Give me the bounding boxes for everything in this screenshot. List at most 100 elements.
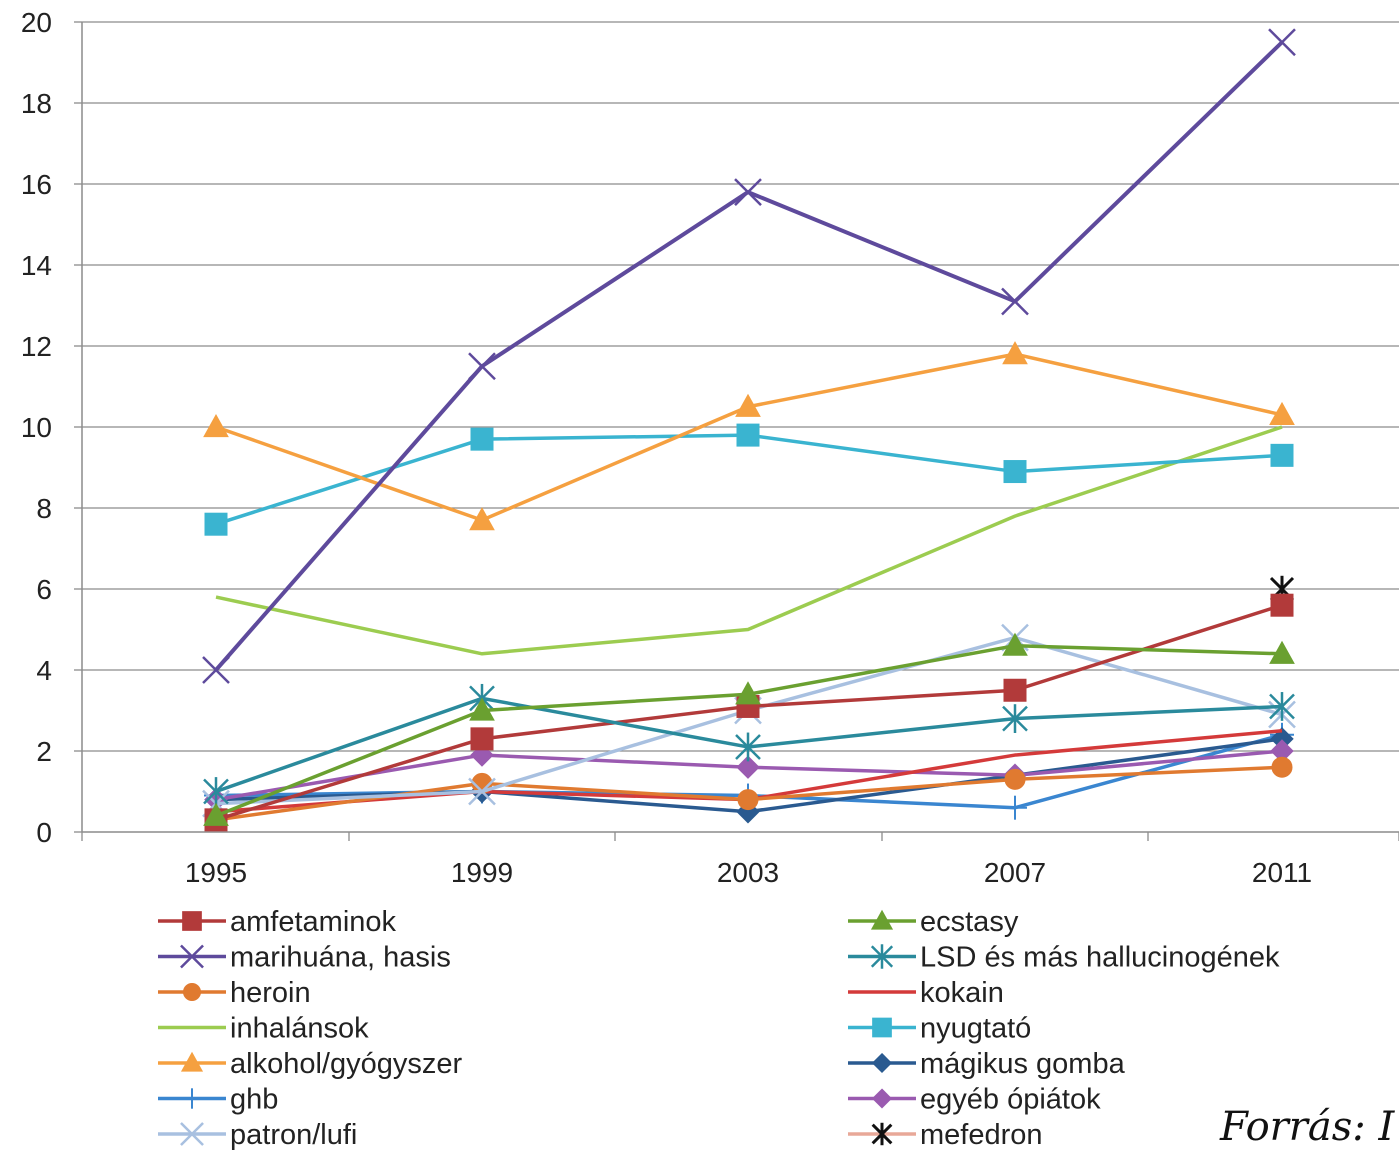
legend-label: mágikus gomba xyxy=(920,1048,1126,1080)
legend-label: ghb xyxy=(230,1084,278,1116)
legend-marker xyxy=(180,1051,204,1072)
data-point xyxy=(1002,632,1028,656)
legend-label: kokain xyxy=(920,977,1004,1009)
y-tick-label: 18 xyxy=(21,88,52,119)
data-point xyxy=(1002,704,1028,733)
legend-label: inhalánsok xyxy=(230,1013,369,1045)
x-tick-label: 2003 xyxy=(717,857,779,888)
legend-label: mefedron xyxy=(920,1119,1043,1150)
series-line xyxy=(215,425,1283,656)
legend-item-marihu-na-hasis: marihuána, hasis xyxy=(158,942,451,974)
data-point xyxy=(1002,341,1028,365)
legend-item-mefedron: mefedron xyxy=(848,1119,1043,1150)
legend-marker xyxy=(871,1088,893,1109)
data-point xyxy=(736,423,760,447)
data-point xyxy=(468,777,496,806)
legend-item-nyugtat-: nyugtató xyxy=(848,1013,1031,1045)
y-tick-label: 2 xyxy=(36,736,52,767)
y-tick-label: 14 xyxy=(21,250,52,281)
data-point xyxy=(470,727,494,751)
legend-label: nyugtató xyxy=(920,1013,1031,1045)
data-point xyxy=(1269,640,1295,664)
legend-label: egyéb ópiátok xyxy=(920,1084,1101,1116)
data-point xyxy=(734,178,762,206)
legend-marker xyxy=(871,1052,893,1074)
x-tick-label: 1995 xyxy=(185,857,247,888)
data-point xyxy=(469,697,495,721)
legend-label: marihuána, hasis xyxy=(230,942,451,974)
series-ecstasy xyxy=(203,632,1295,826)
data-point xyxy=(735,732,761,762)
data-point xyxy=(1270,593,1294,617)
legend-marker xyxy=(872,1017,892,1038)
data-point xyxy=(469,507,495,531)
legend-label: LSD és más hallucinogének xyxy=(920,942,1280,974)
axes xyxy=(74,21,1399,841)
series-marihu-na-hasis xyxy=(202,28,1296,684)
legend-item-egy-b-pi-tok: egyéb ópiátok xyxy=(848,1084,1101,1116)
data-point xyxy=(1270,443,1294,467)
legend-label: ecstasy xyxy=(920,906,1019,938)
y-tick-label: 20 xyxy=(21,7,52,38)
y-tick-label: 16 xyxy=(21,169,52,200)
series-lines xyxy=(202,28,1296,832)
data-point xyxy=(1001,287,1029,316)
data-point xyxy=(736,755,760,779)
y-tick-label: 0 xyxy=(36,817,52,848)
x-tick-label: 1999 xyxy=(451,857,513,888)
legend-item-heroin: heroin xyxy=(158,977,311,1009)
series-inhal-nsok xyxy=(215,425,1283,656)
legend-marker xyxy=(180,944,204,969)
y-tick-label: 6 xyxy=(36,574,52,605)
data-point xyxy=(1004,768,1026,790)
y-tick-label: 4 xyxy=(36,655,52,686)
data-point xyxy=(1003,795,1027,820)
legend: amfetaminok ecstasy marihuána, hasis LSD és… xyxy=(158,906,1280,1150)
legend-item-patron-lufi: patron/lufi xyxy=(158,1119,357,1150)
legend-item-amfetaminok: amfetaminok xyxy=(158,906,397,938)
legend-label: alkohol/gyógyszer xyxy=(230,1048,462,1080)
data-point xyxy=(1271,756,1293,778)
legend-label: heroin xyxy=(230,977,311,1009)
legend-marker xyxy=(871,1122,893,1146)
data-point xyxy=(204,512,228,536)
data-point xyxy=(735,681,761,705)
y-tick-label: 8 xyxy=(36,493,52,524)
source-note: Forrás: I xyxy=(1220,1104,1395,1150)
legend-item-alkohol-gy-gyszer: alkohol/gyógyszer xyxy=(158,1048,462,1080)
legend-item-ecstasy: ecstasy xyxy=(848,906,1019,938)
data-point xyxy=(203,413,229,438)
legend-marker xyxy=(182,911,202,931)
y-tick-label: 12 xyxy=(21,331,52,362)
legend-item-ghb: ghb xyxy=(158,1084,278,1116)
data-point xyxy=(1268,28,1296,57)
legend-marker xyxy=(181,1088,203,1109)
legend-item-kokain: kokain xyxy=(848,977,1004,1009)
data-point xyxy=(203,802,229,826)
legend-item-inhal-nsok: inhalánsok xyxy=(158,1013,369,1045)
grid-lines xyxy=(82,21,1399,752)
x-tick-label: 2011 xyxy=(1252,857,1312,888)
x-tick-labels: 1995 1999 2003 2007 2011 xyxy=(185,857,1312,888)
data-point xyxy=(203,777,229,806)
data-point xyxy=(1003,678,1027,702)
legend-marker xyxy=(180,1122,204,1146)
legend-label: amfetaminok xyxy=(230,906,397,938)
data-point xyxy=(1269,401,1295,425)
series-line xyxy=(214,40,1284,672)
data-point xyxy=(735,393,761,417)
legend-marker xyxy=(870,909,894,930)
data-point xyxy=(468,352,496,381)
data-point xyxy=(737,789,759,811)
legend-marker xyxy=(870,944,894,969)
y-tick-labels: 0 2 4 6 8 10 12 14 16 18 20 xyxy=(21,7,52,848)
legend-marker xyxy=(183,983,201,1001)
y-tick-label: 10 xyxy=(21,412,52,443)
data-point xyxy=(1269,692,1295,721)
data-point xyxy=(1003,460,1027,484)
legend-label: patron/lufi xyxy=(230,1119,357,1150)
data-point xyxy=(470,427,494,451)
data-point xyxy=(202,656,230,684)
series-alkohol-gy-gyszer xyxy=(203,341,1295,531)
